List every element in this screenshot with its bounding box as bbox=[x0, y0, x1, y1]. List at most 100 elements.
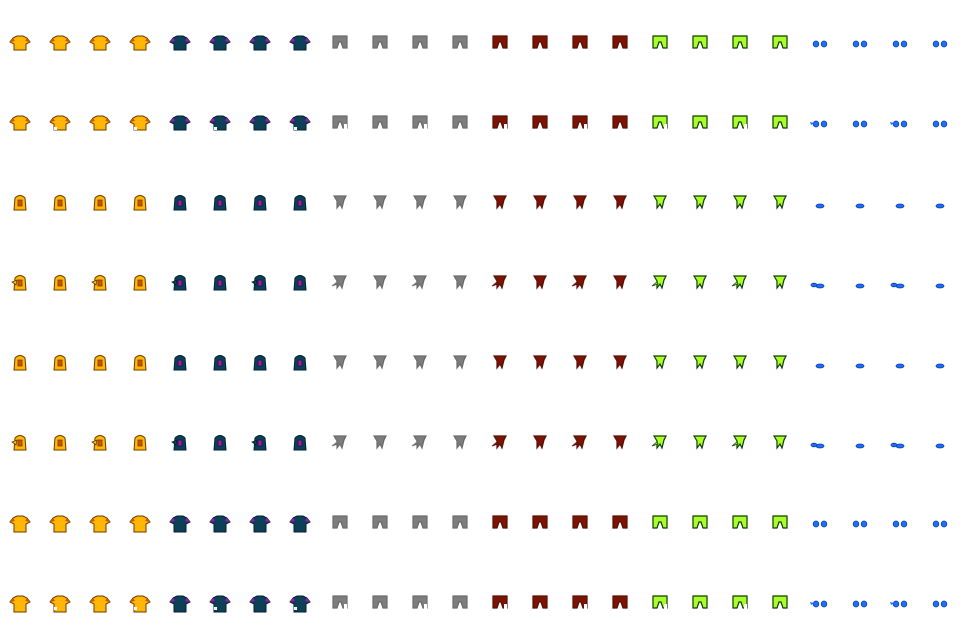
sprite-shirt-yellow-back-frame-3 bbox=[89, 515, 111, 533]
sprite-shirt-navy-back-walk-frame-3 bbox=[249, 595, 271, 613]
sprite-pants-maroon-front-walk-frame-3 bbox=[572, 115, 588, 129]
sprite-shoes-blue-left-frame-3 bbox=[895, 203, 905, 209]
sprite-shirt-yellow-left-walk-frame-2 bbox=[53, 275, 67, 291]
sprite-pants-maroon-front-walk-frame-1 bbox=[492, 115, 508, 129]
sprite-pants-maroon-right-frame-3 bbox=[572, 355, 587, 370]
sprite-pants-lime-left-walk-frame-3 bbox=[731, 275, 747, 290]
sprite-shirt-yellow-back-frame-2 bbox=[49, 515, 71, 533]
sprite-shirt-navy-left-frame-3 bbox=[253, 195, 267, 211]
sprite-shirt-yellow-left-walk-frame-3 bbox=[91, 275, 107, 291]
sprite-pants-maroon-left-frame-4 bbox=[612, 195, 627, 210]
sprite-shirt-navy-right-walk-frame-2 bbox=[213, 435, 227, 451]
sprite-shirt-yellow-left-frame-4 bbox=[133, 195, 147, 211]
sprite-pants-gray-back-walk-frame-1 bbox=[332, 595, 348, 609]
sprite-shirt-navy-right-frame-1 bbox=[173, 355, 187, 371]
sprite-shirt-navy-left-frame-4 bbox=[293, 195, 307, 211]
sprite-pants-maroon-left-frame-1 bbox=[492, 195, 507, 210]
sprite-shoes-blue-back-frame-4 bbox=[932, 520, 948, 528]
sprite-pants-lime-front-frame-2 bbox=[692, 35, 708, 49]
sprite-pants-lime-right-walk-frame-2 bbox=[692, 435, 707, 450]
sprite-pants-maroon-left-frame-2 bbox=[532, 195, 547, 210]
sprite-shirt-navy-left-frame-2 bbox=[213, 195, 227, 211]
sprite-shoes-blue-right-frame-3 bbox=[895, 363, 905, 369]
sprite-pants-lime-back-frame-1 bbox=[652, 515, 668, 529]
sprite-pants-gray-right-walk-frame-1 bbox=[331, 435, 347, 450]
sprite-pants-gray-back-frame-2 bbox=[372, 515, 388, 529]
sprite-shirt-yellow-right-frame-1 bbox=[13, 355, 27, 371]
sprite-pants-maroon-right-frame-1 bbox=[492, 355, 507, 370]
sprite-pants-gray-front-frame-1 bbox=[332, 35, 348, 49]
sprite-shirt-navy-back-frame-1 bbox=[169, 515, 191, 533]
sprite-pants-maroon-front-walk-frame-2 bbox=[532, 115, 548, 129]
sprite-pants-lime-front-frame-4 bbox=[772, 35, 788, 49]
sprite-pants-lime-front-walk-frame-4 bbox=[772, 115, 788, 129]
sprite-shoes-blue-left-walk-frame-2 bbox=[855, 283, 865, 289]
sprite-shirt-yellow-right-frame-2 bbox=[53, 355, 67, 371]
sprite-pants-gray-back-walk-frame-4 bbox=[452, 595, 468, 609]
sprite-shirt-navy-right-frame-2 bbox=[213, 355, 227, 371]
sprite-pants-lime-right-walk-frame-3 bbox=[731, 435, 747, 450]
sprite-pants-lime-front-walk-frame-2 bbox=[692, 115, 708, 129]
sprite-pants-maroon-back-frame-2 bbox=[532, 515, 548, 529]
sprite-shirt-navy-left-walk-frame-2 bbox=[213, 275, 227, 291]
sprite-shoes-blue-back-walk-frame-2 bbox=[852, 600, 868, 608]
sprite-shoes-blue-right-walk-frame-1 bbox=[810, 442, 825, 449]
sprite-shoes-blue-right-frame-2 bbox=[855, 363, 865, 369]
sprite-pants-maroon-left-walk-frame-4 bbox=[612, 275, 627, 290]
sprite-shirt-yellow-right-frame-3 bbox=[93, 355, 107, 371]
sprite-pants-maroon-left-walk-frame-3 bbox=[571, 275, 587, 290]
sprite-shoes-blue-front-frame-2 bbox=[852, 40, 868, 48]
sprite-pants-gray-left-walk-frame-1 bbox=[331, 275, 347, 290]
sprite-shirt-navy-front-frame-4 bbox=[289, 35, 311, 51]
sprite-shoes-blue-right-frame-1 bbox=[815, 363, 825, 369]
sprite-pants-maroon-front-walk-frame-4 bbox=[612, 115, 628, 129]
sprite-shirt-yellow-back-walk-frame-4 bbox=[129, 595, 151, 613]
sprite-shirt-yellow-front-walk-frame-4 bbox=[129, 115, 151, 131]
sprite-shirt-navy-front-walk-frame-3 bbox=[249, 115, 271, 131]
sprite-pants-gray-right-frame-4 bbox=[452, 355, 467, 370]
sprite-shoes-blue-front-frame-3 bbox=[892, 40, 908, 48]
sprite-shirt-yellow-right-walk-frame-3 bbox=[91, 435, 107, 451]
sprite-pants-gray-right-frame-1 bbox=[332, 355, 347, 370]
sprite-shirt-navy-front-walk-frame-4 bbox=[289, 115, 311, 131]
sprite-shoes-blue-left-frame-1 bbox=[815, 203, 825, 209]
sprite-pants-lime-back-walk-frame-1 bbox=[652, 595, 668, 609]
sprite-pants-gray-left-frame-4 bbox=[452, 195, 467, 210]
sprite-shirt-yellow-right-walk-frame-2 bbox=[53, 435, 67, 451]
sprite-pants-lime-right-frame-3 bbox=[732, 355, 747, 370]
sprite-pants-lime-front-frame-3 bbox=[732, 35, 748, 49]
sprite-shoes-blue-back-walk-frame-3 bbox=[890, 600, 908, 608]
sprite-shirt-navy-right-walk-frame-4 bbox=[293, 435, 307, 451]
sprite-pants-gray-front-frame-3 bbox=[412, 35, 428, 49]
sprite-shirt-yellow-front-walk-frame-1 bbox=[9, 115, 31, 131]
sprite-pants-maroon-left-frame-3 bbox=[572, 195, 587, 210]
sprite-pants-lime-back-frame-2 bbox=[692, 515, 708, 529]
sprite-shirt-yellow-back-frame-4 bbox=[129, 515, 151, 533]
sprite-shirt-yellow-front-walk-frame-2 bbox=[49, 115, 71, 131]
sprite-pants-maroon-back-frame-1 bbox=[492, 515, 508, 529]
sprite-pants-lime-left-walk-frame-2 bbox=[692, 275, 707, 290]
sprite-shirt-yellow-right-frame-4 bbox=[133, 355, 147, 371]
sprite-shirt-navy-right-walk-frame-1 bbox=[171, 435, 187, 451]
sprite-shoes-blue-back-frame-1 bbox=[812, 520, 828, 528]
sprite-shirt-yellow-back-walk-frame-2 bbox=[49, 595, 71, 613]
sprite-shirt-navy-front-walk-frame-1 bbox=[169, 115, 191, 131]
sprite-pants-gray-left-walk-frame-3 bbox=[411, 275, 427, 290]
sprite-pants-gray-back-walk-frame-3 bbox=[412, 595, 428, 609]
sprite-pants-maroon-back-walk-frame-2 bbox=[532, 595, 548, 609]
sprite-pants-lime-left-frame-2 bbox=[692, 195, 707, 210]
sprite-shoes-blue-right-walk-frame-2 bbox=[855, 443, 865, 449]
sprite-shirt-navy-front-frame-2 bbox=[209, 35, 231, 51]
sprite-pants-gray-back-frame-1 bbox=[332, 515, 348, 529]
sprite-pants-lime-right-walk-frame-4 bbox=[772, 435, 787, 450]
sprite-pants-gray-right-frame-3 bbox=[412, 355, 427, 370]
sprite-shoes-blue-right-frame-4 bbox=[935, 363, 945, 369]
sprite-pants-lime-right-frame-2 bbox=[692, 355, 707, 370]
sprite-shoes-blue-front-walk-frame-3 bbox=[890, 120, 908, 128]
sprite-pants-gray-right-walk-frame-3 bbox=[411, 435, 427, 450]
sprite-pants-maroon-back-walk-frame-4 bbox=[612, 595, 628, 609]
sprite-pants-maroon-front-frame-3 bbox=[572, 35, 588, 49]
sprite-shirt-navy-back-walk-frame-1 bbox=[169, 595, 191, 613]
sprite-pants-lime-left-frame-3 bbox=[732, 195, 747, 210]
